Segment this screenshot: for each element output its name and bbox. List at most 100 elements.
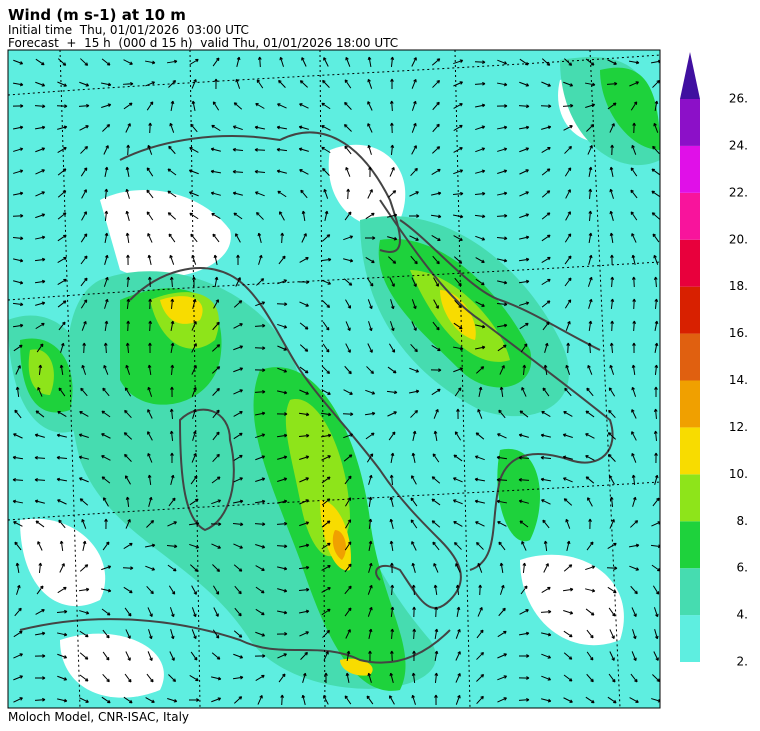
wind-arrow [345, 343, 351, 353]
wind-arrow [301, 694, 306, 705]
wind-arrow [124, 673, 132, 683]
wind-arrow [166, 544, 178, 549]
wind-arrow [519, 58, 529, 66]
colorbar-label: 12. [729, 420, 748, 434]
wind-arrow [299, 477, 309, 483]
wind-arrow [34, 279, 46, 284]
wind-arrow [38, 364, 43, 376]
wind-arrow [192, 408, 197, 419]
wind-arrow [232, 499, 244, 504]
wind-arrow [342, 412, 354, 417]
wind-arrow [411, 277, 417, 287]
wind-arrow [56, 455, 68, 460]
wind-arrow [299, 80, 308, 88]
wind-arrow [475, 432, 485, 440]
wind-arrow [101, 103, 112, 108]
wind-arrow [412, 650, 416, 662]
wind-arrow [210, 169, 222, 174]
wind-arrow [81, 320, 87, 331]
wind-arrow [653, 254, 659, 265]
wind-arrow [235, 233, 241, 243]
wind-arrow [455, 673, 461, 683]
wind-arrow [34, 477, 46, 482]
wind-arrow [278, 79, 286, 88]
wind-arrow [344, 211, 352, 221]
wind-arrow [147, 254, 152, 265]
colorbar-label: 24. [729, 138, 748, 152]
wind-arrow [276, 125, 288, 130]
wind-arrow [522, 562, 527, 574]
wind-arrow [431, 520, 441, 528]
wind-arrow [541, 698, 552, 703]
wind-arrow [540, 104, 552, 109]
wind-arrow [344, 585, 352, 595]
wind-arrow [78, 433, 89, 438]
wind-arrow [170, 629, 175, 640]
wind-arrow [146, 673, 154, 683]
wind-arrow [541, 234, 551, 242]
wind-arrow [104, 254, 109, 265]
wind-arrow [541, 168, 551, 176]
colorbar-segment [680, 99, 700, 146]
wind-arrow [541, 586, 551, 594]
wind-arrow [126, 320, 131, 332]
wind-arrow [542, 387, 550, 397]
wind-arrow [57, 58, 67, 66]
wind-arrow [344, 563, 352, 573]
initial-time: Initial time Thu, 01/01/2026 03:00 UTC [8, 23, 249, 37]
wind-arrow [191, 100, 196, 111]
wind-arrow [431, 168, 441, 175]
wind-arrow [102, 651, 110, 661]
wind-arrow [609, 188, 614, 199]
wind-arrow [301, 57, 307, 67]
wind-arrow [631, 254, 636, 265]
wind-arrow [145, 81, 156, 87]
wind-arrow [147, 233, 153, 243]
wind-arrow [123, 102, 133, 110]
wind-arrow [631, 474, 636, 486]
wind-arrow [412, 628, 417, 640]
wind-arrow [434, 694, 438, 706]
wind-arrow [13, 675, 24, 681]
wind-arrow [366, 453, 374, 463]
wind-arrow [192, 298, 197, 309]
wind-arrow [299, 366, 309, 374]
wind-arrow [277, 566, 288, 571]
wind-arrow [585, 696, 595, 704]
wind-arrow [35, 609, 45, 615]
wind-arrow [652, 79, 660, 88]
wind-arrow [232, 675, 244, 680]
wind-arrow [190, 564, 199, 572]
wind-arrow [518, 676, 530, 680]
wind-arrow [478, 584, 483, 596]
wind-arrow [168, 145, 176, 155]
wind-arrow [233, 653, 244, 659]
wind-arrow [59, 563, 65, 573]
wind-arrow [519, 301, 530, 306]
wind-arrow [323, 651, 329, 661]
wind-arrow [101, 696, 111, 704]
wind-arrow [368, 166, 372, 178]
wind-arrow [390, 78, 394, 90]
wind-arrow [211, 543, 221, 549]
wind-arrow [343, 433, 354, 439]
wind-arrow [324, 210, 329, 221]
wind-arrow [654, 320, 659, 332]
wind-arrow [146, 101, 154, 111]
colorbar-segment [680, 568, 700, 616]
wind-arrow [346, 650, 351, 662]
wind-arrow [365, 432, 375, 440]
wind-arrow [541, 410, 551, 417]
wind-arrow [321, 455, 331, 461]
wind-arrow [474, 499, 485, 504]
wind-arrow [211, 697, 222, 703]
wind-arrow [13, 258, 24, 263]
wind-arrow [35, 191, 45, 197]
wind-arrow [497, 147, 508, 152]
wind-arrow [147, 651, 153, 662]
wind-arrow [497, 433, 507, 439]
wind-arrow [344, 365, 352, 375]
wind-arrow [519, 322, 529, 330]
wind-arrow [390, 144, 395, 156]
wind-arrow [232, 169, 244, 174]
